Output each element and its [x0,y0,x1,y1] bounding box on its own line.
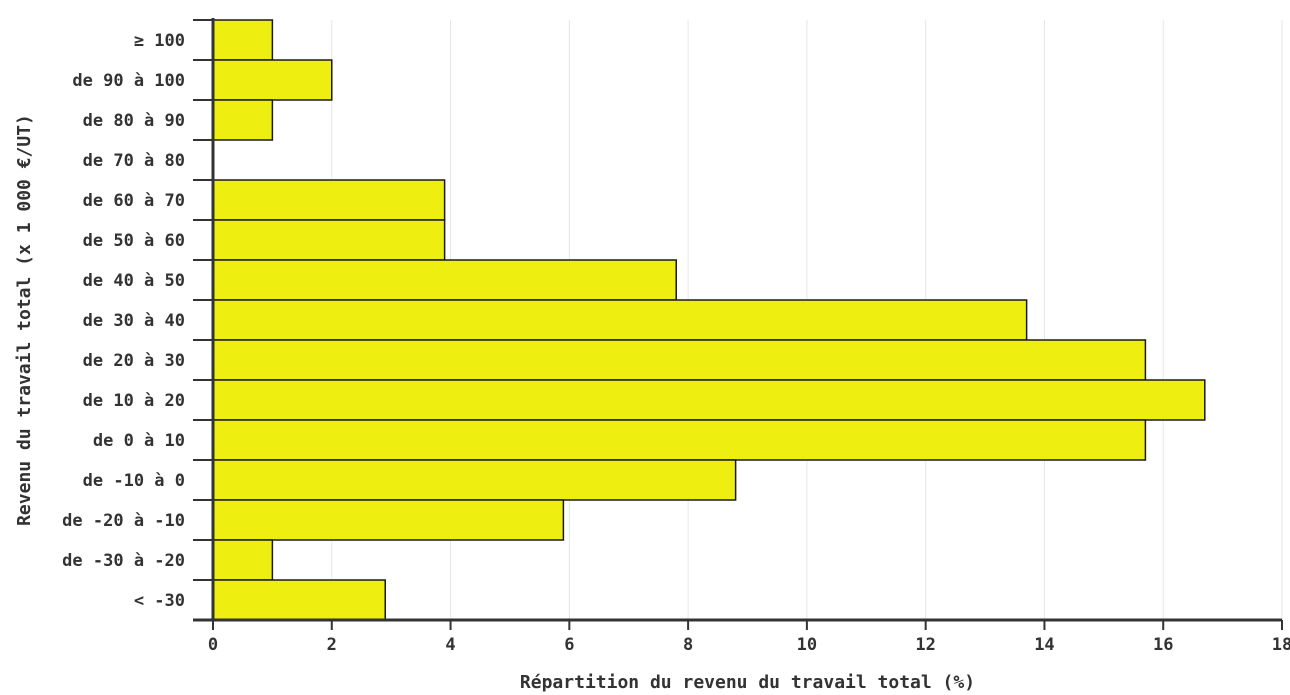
bar-1 [212,59,333,101]
bar-8 [212,339,1147,381]
y-tick-label-14: < -30 [134,591,185,611]
bar-0 [212,19,274,61]
y-axis-title: Revenu du travail total (x 1 000 €/UT) [14,114,35,526]
bar-7 [212,299,1028,341]
x-tick-label-8: 16 [1153,635,1173,655]
bar-13 [212,539,274,581]
y-tick-label-2: de 80 à 90 [83,111,185,131]
x-tick-label-2: 4 [445,635,455,655]
bar-2 [212,99,274,141]
bars [212,19,1206,621]
ticks [193,19,1283,630]
x-tick-label-7: 14 [1034,635,1054,655]
x-tick-label-5: 10 [797,635,817,655]
y-tick-label-1: de 90 à 100 [72,71,185,91]
y-tick-label-8: de 20 à 30 [83,351,185,371]
y-tick-label-6: de 40 à 50 [83,271,185,291]
bar-5 [212,219,446,261]
y-tick-label-0: ≥ 100 [134,31,185,51]
bar-6 [212,259,677,301]
x-tick-label-4: 8 [683,635,693,655]
x-tick-label-6: 12 [915,635,935,655]
bar-11 [212,459,737,501]
x-axis-title: Répartition du revenu du travail total (… [520,672,975,693]
x-tick-label-0: 0 [208,635,218,655]
y-tick-label-7: de 30 à 40 [83,311,185,331]
bar-12 [212,499,565,541]
bar-14 [212,579,386,621]
y-tick-label-4: de 60 à 70 [83,191,185,211]
bar-4 [212,179,446,221]
y-tick-label-10: de 0 à 10 [93,431,185,451]
tick-labels: ≥ 100 de 90 à 100 de 80 à 90 de 70 à 80 de 6… [62,31,1290,655]
x-tick-label-3: 6 [564,635,574,655]
y-tick-label-5: de 50 à 60 [83,231,185,251]
x-tick-label-1: 2 [327,635,337,655]
x-tick-label-9: 18 [1272,635,1290,655]
y-tick-label-9: de 10 à 20 [83,391,185,411]
bar-10 [212,419,1147,461]
y-tick-label-11: de -10 à 0 [83,471,185,491]
y-tick-label-13: de -30 à -20 [62,551,185,571]
y-tick-label-3: de 70 à 80 [83,151,185,171]
bar-9 [212,379,1206,421]
y-tick-label-12: de -20 à -10 [62,511,185,531]
axes [193,18,1282,622]
